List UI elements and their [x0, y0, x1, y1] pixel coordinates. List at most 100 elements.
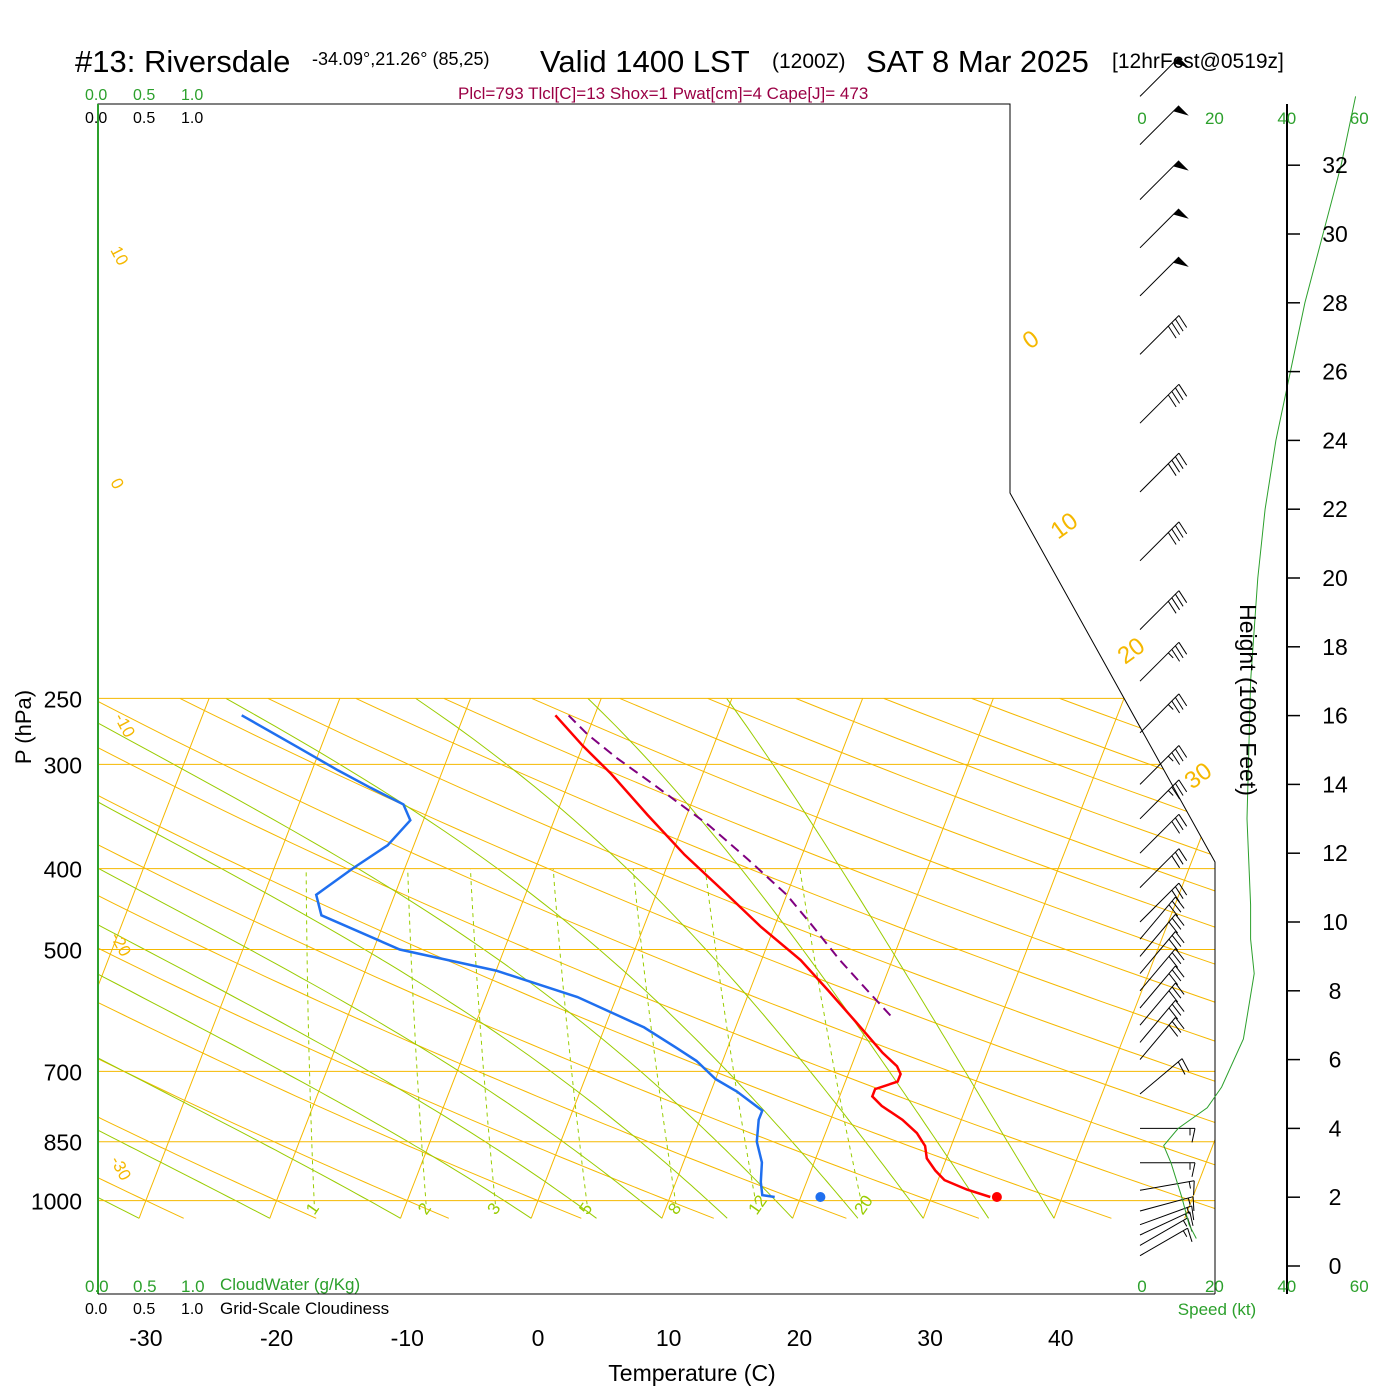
temperature-tick-label: 40	[1048, 1325, 1074, 1351]
moist-adiabat-line	[415, 697, 924, 1219]
isotherm-line	[792, 698, 994, 1219]
isotherm-label: 10	[1046, 507, 1083, 545]
dry-adiabat-line	[179, 697, 1215, 1219]
wind-barb	[1139, 948, 1185, 992]
forecast-info: [12hrFcst@0519z]	[1112, 50, 1284, 73]
temperature-profile	[554, 714, 991, 1199]
height-tick-label: 2	[1329, 1184, 1342, 1210]
bottom-scale-black-2: 1.0	[181, 1301, 203, 1318]
bottom-scale-green-2: 1.0	[181, 1277, 205, 1296]
temperature-axis-title: Temperature (C)	[608, 1360, 775, 1386]
dry-adiabat-line	[795, 697, 1215, 1219]
speed-profile	[1163, 96, 1357, 1239]
dry-adiabat-line	[355, 697, 1215, 1219]
pressure-tick-label: 500	[44, 938, 82, 964]
wind-barb	[1139, 693, 1188, 734]
thermo-grid	[98, 697, 1215, 1219]
temperature-surface-marker	[991, 1192, 1002, 1202]
wind-barb	[1139, 813, 1188, 854]
height-tick-label: 32	[1322, 152, 1348, 178]
plot-boundary	[97, 103, 1216, 1294]
isotherm-line	[98, 698, 210, 1219]
dry-adiabat-line	[98, 697, 317, 1219]
moist-adiabat-line	[98, 697, 663, 1219]
wind-barb	[1139, 208, 1189, 249]
temperature-tick-label: -30	[129, 1325, 162, 1351]
station-coords: -34.09°,21.26° (85,25)	[312, 49, 490, 69]
dry-adiabat-line	[98, 697, 1112, 1219]
dry-adiabat-line	[707, 697, 1215, 1219]
moist-adiabat-line	[98, 697, 728, 1219]
isotherm-line	[269, 698, 471, 1219]
isotherm-line	[530, 698, 733, 1219]
height-tick-label: 28	[1322, 290, 1348, 316]
wind-barb	[1139, 913, 1185, 957]
dry-adiabat-label: 10	[106, 243, 132, 269]
mixing-ratio-label: 1	[302, 1199, 323, 1218]
height-tick-label: 14	[1322, 771, 1348, 797]
isotherm-line	[1053, 698, 1215, 1219]
dry-adiabat-label: 0	[106, 475, 127, 492]
pressure-tick-label: 700	[44, 1059, 82, 1085]
parcel-profile	[567, 714, 892, 1017]
mixing-ratio-line	[407, 868, 427, 1205]
wind-barb	[1139, 848, 1188, 888]
moist-adiabat-line	[98, 697, 401, 1219]
dry-adiabat-line	[98, 697, 714, 1219]
pressure-tick-label: 250	[44, 686, 82, 712]
bottom-scale-green-0: 0.0	[85, 1277, 109, 1296]
moist-adiabat-line	[587, 698, 990, 1219]
moist-adiabat-line	[98, 697, 271, 1219]
speed-tick-label: 20	[1205, 109, 1224, 128]
sounding-indices: Plcl=793 Tlcl[C]=13 Shox=1 Pwat[cm]=4 Ca…	[458, 84, 868, 103]
wind-barb	[1139, 779, 1188, 820]
wind-barb	[1139, 256, 1189, 297]
wind-barb	[1139, 896, 1185, 940]
dry-adiabat-line	[267, 697, 1215, 1219]
speed-tick-label: 0	[1137, 1277, 1146, 1296]
moist-adiabat-line	[98, 697, 532, 1219]
pressure-tick-label: 400	[44, 857, 82, 883]
isotherm-line	[922, 698, 1125, 1219]
mixing-ratio-label: 8	[664, 1199, 685, 1218]
height-tick-label: 12	[1322, 840, 1348, 866]
temperature-tick-label: -10	[391, 1325, 424, 1351]
wind-barb	[1139, 999, 1185, 1043]
pressure-tick-label: 850	[44, 1130, 82, 1156]
isotherm-label: 0	[1018, 325, 1045, 355]
temperature-tick-label: 10	[656, 1325, 682, 1351]
bottom-scale-black-1: 0.5	[133, 1301, 155, 1318]
top-scale-black-1: 0.5	[133, 110, 155, 127]
moist-adiabat-line	[98, 697, 597, 1219]
height-tick-label: 16	[1322, 703, 1348, 729]
bottom-scale-black-0: 0.0	[85, 1301, 107, 1318]
speed-axis-title: Speed (kt)	[1178, 1300, 1256, 1319]
speed-tick-label: 0	[1137, 109, 1146, 128]
cloudwater-label: CloudWater (g/Kg)	[220, 1275, 360, 1294]
height-tick-label: 30	[1322, 221, 1348, 247]
speed-tick-label: 40	[1277, 109, 1296, 128]
mixing-ratio-line	[305, 868, 315, 1205]
dewpoint-surface-marker	[815, 1192, 826, 1202]
mixing-ratio-label: 2	[414, 1199, 435, 1218]
top-scale-green-0: 0.0	[85, 87, 107, 104]
temperature-tick-label: 0	[532, 1325, 545, 1351]
speed-tick-label: 60	[1350, 109, 1369, 128]
moist-adiabat-line	[98, 697, 793, 1219]
cloudiness-label: Grid-Scale Cloudiness	[220, 1299, 389, 1318]
dry-adiabat-line	[1059, 697, 1215, 1219]
temperature-tick-label: 30	[917, 1325, 943, 1351]
wind-barb	[1139, 882, 1188, 923]
temperature-ticks: -30 -20 -10 0 10 20 30 40	[129, 1325, 1073, 1351]
top-scale-black-0: 0.0	[85, 110, 107, 127]
wind-barb	[1139, 745, 1188, 785]
dry-adiabat-line	[98, 697, 582, 1219]
wind-barb	[1139, 383, 1188, 424]
temperature-tick-label: -20	[260, 1325, 293, 1351]
isotherm-line	[400, 698, 602, 1219]
mixing-ratio-line	[552, 868, 588, 1205]
pressure-axis-title: P (hPa)	[11, 690, 36, 764]
speed-profile-line	[1163, 96, 1357, 1239]
pressure-tick-label: 300	[44, 752, 82, 778]
